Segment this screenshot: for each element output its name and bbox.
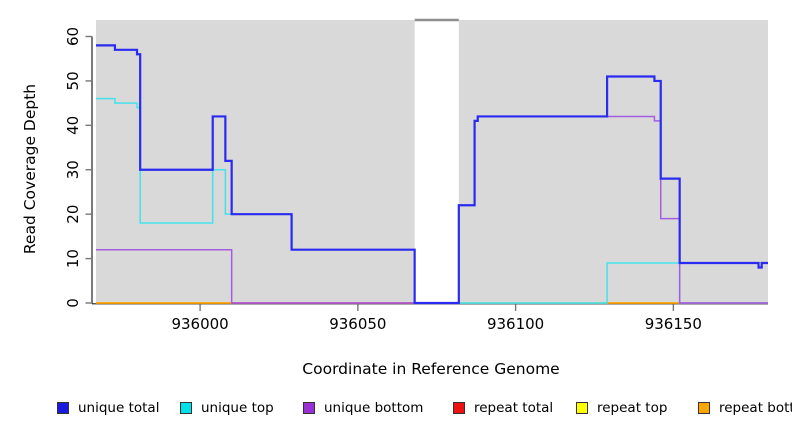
y-tick-label: 40	[64, 116, 82, 135]
legend: unique total unique top unique bottom repea…	[0, 398, 792, 420]
legend-label: unique bottom	[324, 400, 424, 416]
legend-label: repeat bottom	[719, 400, 792, 416]
legend-item-unique-total: unique total	[57, 398, 159, 418]
legend-item-unique-bottom: unique bottom	[303, 398, 423, 418]
legend-item-repeat-total: repeat total	[453, 398, 553, 418]
y-axis-title: Read Coverage Depth	[21, 83, 39, 255]
legend-swatch-unique-bottom	[303, 402, 315, 414]
legend-label: repeat total	[474, 400, 554, 416]
legend-swatch-repeat-total	[453, 402, 465, 414]
y-tick-label: 50	[64, 71, 82, 90]
y-tick-label: 30	[64, 160, 82, 179]
legend-label: unique top	[201, 400, 274, 416]
legend-swatch-repeat-top	[576, 402, 588, 414]
legend-swatch-repeat-bottom	[698, 402, 710, 414]
x-axis-title: Coordinate in Reference Genome	[302, 360, 560, 378]
x-tick-label: 936050	[329, 315, 386, 333]
x-tick-label: 936100	[487, 315, 544, 333]
series-unique-top	[96, 97, 768, 304]
legend-item-repeat-bottom: repeat bottom	[698, 398, 792, 418]
legend-label: repeat top	[597, 400, 668, 416]
legend-label: unique total	[78, 400, 160, 416]
y-tick-label: 10	[64, 249, 82, 268]
plot-area-left	[96, 20, 415, 303]
series-unique-total	[96, 44, 768, 305]
y-tick-label: 20	[64, 205, 82, 224]
x-tick-label: 936150	[645, 315, 702, 333]
y-tick-label: 60	[64, 27, 82, 46]
legend-item-repeat-top: repeat top	[576, 398, 667, 418]
x-tick-label: 936000	[171, 315, 228, 333]
legend-swatch-unique-top	[180, 402, 192, 414]
legend-swatch-unique-total	[57, 402, 69, 414]
legend-item-unique-top: unique top	[180, 398, 274, 418]
plot-area-right	[458, 20, 768, 303]
y-tick-label: 0	[64, 298, 82, 308]
